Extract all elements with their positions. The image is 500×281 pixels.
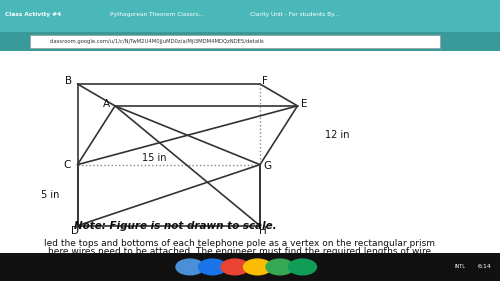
Bar (0, 32, 500, 51)
Bar (0, 0, 500, 32)
Text: D: D (71, 226, 79, 236)
Text: 5 in: 5 in (41, 190, 59, 200)
Circle shape (244, 259, 272, 275)
Circle shape (221, 259, 249, 275)
Text: H: H (259, 226, 266, 236)
Text: G: G (263, 161, 272, 171)
Bar (0, 51, 500, 259)
Bar (0, 253, 500, 281)
Text: A: A (102, 99, 110, 109)
Circle shape (198, 259, 226, 275)
Text: Clarity Unit - For students By...: Clarity Unit - For students By... (250, 12, 340, 17)
Text: Class Activity #4: Class Activity #4 (5, 12, 61, 17)
Text: F: F (262, 76, 268, 87)
Text: 6:14: 6:14 (478, 264, 492, 269)
Text: C: C (63, 160, 70, 170)
Text: Note: Figure is not drawn to scale.: Note: Figure is not drawn to scale. (74, 221, 276, 231)
Text: 12 in: 12 in (325, 130, 349, 140)
Text: INTL: INTL (454, 264, 466, 269)
Text: 15 in: 15 in (142, 153, 166, 163)
Text: B: B (65, 76, 72, 87)
Text: E: E (302, 99, 308, 109)
Text: led the tops and bottoms of each telephone pole as a vertex on the rectangular p: led the tops and bottoms of each telepho… (44, 239, 436, 248)
Circle shape (266, 259, 294, 275)
Circle shape (176, 259, 204, 275)
Circle shape (288, 259, 316, 275)
Text: classroom.google.com/u/1/c/NjTwM2U4M0jJuMD0z/a/Mjl3MDM4MDQzNDE5/details: classroom.google.com/u/1/c/NjTwM2U4M0jJu… (50, 39, 265, 44)
Text: here wires need to be attached. The engineer must find the required lengths of w: here wires need to be attached. The engi… (48, 247, 432, 256)
Bar (30, 35, 440, 48)
Text: Pythagorean Theorem Classro...: Pythagorean Theorem Classro... (110, 12, 204, 17)
